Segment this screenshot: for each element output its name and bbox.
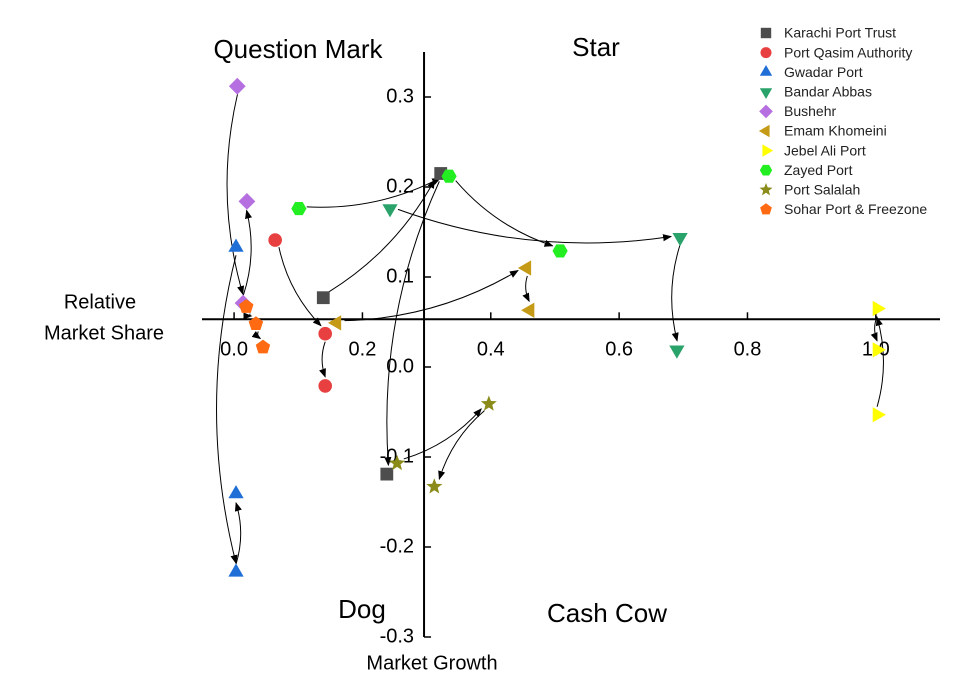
- marker: [255, 339, 271, 354]
- legend-marker: [760, 203, 772, 215]
- arrow: [671, 245, 681, 342]
- quadrant-label: Cash Cow: [547, 598, 667, 628]
- legend-marker: [758, 124, 770, 138]
- y-tick-label: 0.3: [386, 85, 414, 107]
- marker: [316, 291, 330, 305]
- legend-label: Port Salalah: [784, 182, 860, 198]
- quadrant-label: Dog: [338, 594, 386, 624]
- quadrant-label: Star: [572, 32, 620, 62]
- legend-marker: [762, 144, 774, 157]
- y-tick-label: 0.1: [386, 265, 414, 287]
- legend-marker: [759, 182, 773, 196]
- arrow: [226, 94, 245, 295]
- legend-marker: [760, 27, 772, 39]
- marker: [480, 395, 497, 411]
- y-tick-label: -0.2: [380, 535, 414, 557]
- marker: [380, 467, 394, 481]
- marker: [228, 563, 244, 577]
- marker: [238, 193, 256, 210]
- legend-label: Gwadar Port: [784, 64, 863, 80]
- marker: [327, 315, 342, 331]
- legend-label: Zayed Port: [784, 162, 853, 178]
- x-axis-label: Market Growth: [366, 652, 497, 674]
- arrow: [522, 275, 530, 303]
- y-tick-label: 0.0: [386, 355, 414, 377]
- legend-label: Karachi Port Trust: [784, 25, 896, 41]
- legend-marker: [759, 164, 773, 176]
- marker: [672, 233, 688, 247]
- arrow: [319, 341, 326, 378]
- marker: [228, 485, 244, 499]
- y-axis-label: Relative: [64, 291, 136, 313]
- arrow: [344, 270, 519, 322]
- marker: [521, 302, 535, 318]
- marker: [426, 478, 443, 494]
- arrow: [251, 330, 262, 340]
- marker: [248, 316, 264, 330]
- x-tick-label: 0.4: [477, 339, 505, 361]
- x-tick-label: 0.6: [605, 339, 633, 361]
- marker: [382, 204, 398, 218]
- marker: [872, 342, 886, 358]
- legend-marker: [759, 104, 773, 119]
- marker: [268, 233, 282, 247]
- legend-label: Bushehr: [784, 103, 836, 119]
- y-tick-label: 0.2: [386, 175, 414, 197]
- arrow: [438, 410, 485, 481]
- arrow: [328, 179, 435, 293]
- marker: [552, 244, 568, 258]
- arrow: [397, 208, 673, 244]
- arrow: [455, 180, 554, 247]
- marker: [318, 379, 333, 393]
- arrow: [243, 312, 253, 320]
- marker: [872, 300, 886, 317]
- legend-label: Bandar Abbas: [784, 84, 872, 100]
- marker: [228, 77, 246, 95]
- marker: [872, 407, 886, 423]
- x-tick-label: 0.2: [349, 339, 377, 361]
- arrow: [384, 181, 440, 467]
- arrow: [870, 316, 878, 342]
- marker: [228, 238, 244, 252]
- legend-label: Emam Khomeini: [784, 123, 887, 139]
- legend-label: Sohar Port & Freezone: [784, 201, 927, 217]
- arrow: [306, 177, 442, 208]
- arrow: [242, 209, 253, 296]
- arrow: [875, 316, 884, 407]
- quadrant-label: Question Mark: [213, 34, 383, 64]
- marker: [441, 169, 457, 183]
- arrow: [234, 502, 242, 565]
- legend-label: Port Qasim Authority: [784, 44, 912, 60]
- marker: [239, 299, 254, 313]
- marker: [291, 202, 307, 216]
- x-tick-label: 0.0: [220, 339, 248, 361]
- legend-marker: [760, 47, 772, 59]
- marker: [389, 454, 406, 471]
- arrow: [216, 255, 238, 565]
- arrow: [278, 247, 322, 327]
- arrow: [403, 408, 482, 460]
- y-tick-label: -0.3: [380, 625, 414, 647]
- marker: [517, 260, 532, 276]
- y-axis-label: Market Share: [44, 322, 164, 344]
- legend-label: Jebel Ali Port: [784, 142, 866, 158]
- legend-marker: [759, 88, 773, 99]
- legend-marker: [759, 65, 773, 76]
- marker: [318, 326, 333, 341]
- x-tick-label: 0.8: [734, 339, 762, 361]
- marker: [669, 345, 685, 359]
